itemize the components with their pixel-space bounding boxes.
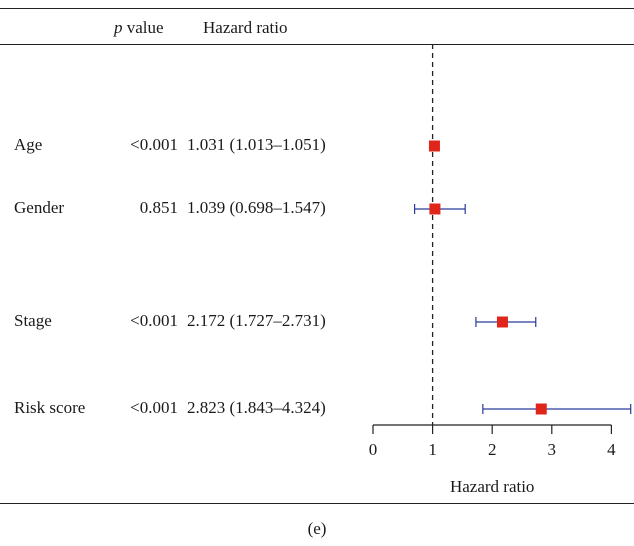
p-italic-label: p [114,18,123,37]
x-tick-label: 1 [428,440,437,459]
row-hazard-ratio: 2.172 (1.727–2.731) [187,311,326,330]
row-p-value: <0.001 [130,398,178,417]
row-label: Risk score [14,398,86,417]
bottom-rule [0,503,634,504]
row-hazard-ratio: 1.031 (1.013–1.051) [187,135,326,154]
figure-caption: (e) [307,519,327,538]
top-rule [0,8,634,9]
x-axis-label: Hazard ratio [450,477,534,496]
value-label: value [122,18,164,37]
x-tick-label: 2 [488,440,497,459]
x-tick-label: 4 [607,440,616,459]
x-tick-label: 3 [548,440,557,459]
row-p-value: 0.851 [139,198,178,217]
row-label: Age [14,135,43,154]
hr-point [535,403,547,415]
row-p-value: <0.001 [130,135,178,154]
hr-point [496,316,508,328]
x-tick-label: 0 [369,440,378,459]
row-hazard-ratio: 2.823 (1.843–4.324) [187,398,326,417]
row-label: Stage [14,311,52,330]
row-hazard-ratio: 1.039 (0.698–1.547) [187,198,326,217]
row-label: Gender [14,198,65,217]
hr-point [428,140,440,152]
header-rule [0,44,634,45]
hazard-ratio-column-header: Hazard ratio [203,18,288,37]
hr-point [429,203,441,215]
row-p-value: <0.001 [130,311,178,330]
p-value-column-header: p value [114,18,164,38]
